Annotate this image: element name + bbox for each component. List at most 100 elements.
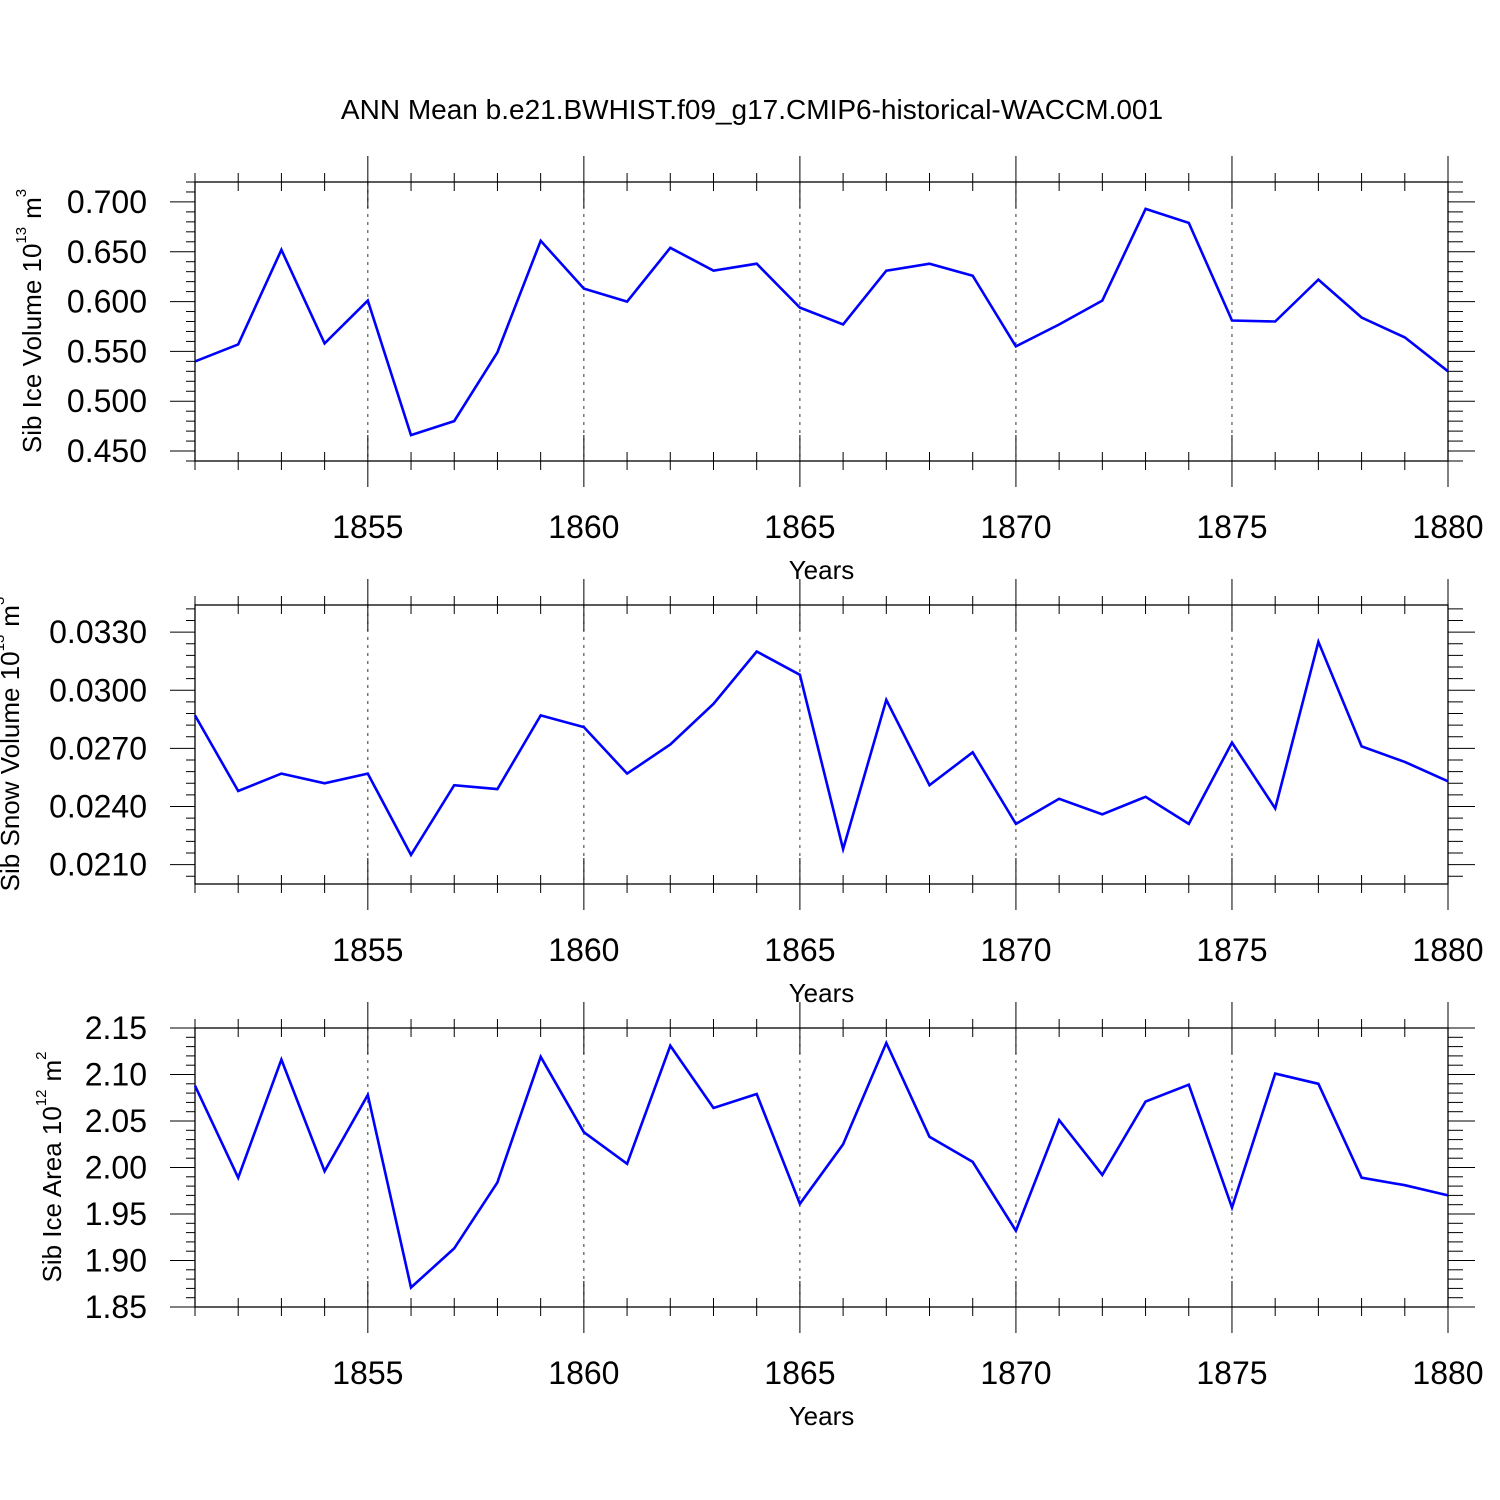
data-point [754,1091,760,1097]
data-point [1315,277,1321,283]
data-point [408,432,414,438]
y-tick-label: 2.10 [85,1057,147,1093]
y-tick-label: 0.0240 [49,789,147,825]
data-point [1272,805,1278,811]
data-point [797,672,803,678]
x-tick-label: 1880 [1412,1355,1483,1391]
data-point [1229,1204,1235,1210]
data-point [538,1054,544,1060]
x-tick-label: 1860 [548,932,619,968]
plot-frame [194,604,1449,885]
y-axis-label-unit-exponent: 3 [0,597,8,605]
data-point [494,349,500,355]
y-axis-label-text: Sib Snow Volume 10 [0,651,25,891]
data-point [1013,343,1019,349]
y-tick-label: 0.500 [67,383,147,419]
data-point [192,358,198,364]
data-point [624,299,630,305]
data-point [883,268,889,274]
x-tick-label: 1880 [1412,932,1483,968]
data-point [278,247,284,253]
data-point [840,1141,846,1147]
x-tick-label: 1870 [980,509,1051,545]
data-point [1359,743,1365,749]
data-point [1099,298,1105,304]
data-point [451,418,457,424]
y-tick-label: 2.15 [85,1010,147,1046]
data-point [1099,811,1105,817]
data-point [192,712,198,718]
data-point [667,1043,673,1049]
data-point [408,1284,414,1290]
data-point [1315,639,1321,645]
data-point [1143,206,1149,212]
y-tick-label: 2.05 [85,1103,147,1139]
panel-1: 1855 1860 1865 1870 1875 1880 Years 0.450 0.500 0… [13,156,1484,585]
data-point [1229,318,1235,324]
x-tick-label: 1865 [764,932,835,968]
data-point [624,1161,630,1167]
data-point [581,1129,587,1135]
data-point [1186,821,1192,827]
data-point [538,712,544,718]
data-point [365,771,371,777]
data-point [235,1175,241,1181]
data-point [1402,759,1408,765]
x-tick-label: 1870 [980,932,1051,968]
data-point [1402,334,1408,340]
data-point [538,238,544,244]
data-point [192,1083,198,1089]
series-line [193,1039,1449,1290]
x-tick-label: 1865 [764,1355,835,1391]
y-axis-label-unit: m [17,197,47,219]
data-point [970,1159,976,1165]
data-point [581,286,587,292]
data-point [927,1134,933,1140]
data-point [754,649,760,655]
data-point [1013,1228,1019,1234]
data-point [1056,321,1062,327]
figure-title: ANN Mean b.e21.BWHIST.f09_g17.CMIP6-hist… [341,94,1163,125]
y-tick-label: 1.85 [85,1289,147,1325]
y-axis-label: Sib Ice Area 1012 m2 [33,1051,68,1282]
y-axis-label-exponent: 12 [33,1089,50,1106]
data-point [883,1040,889,1046]
y-tick-label: 0.650 [67,234,147,270]
x-tick-label: 1860 [548,1355,619,1391]
data-point [365,298,371,304]
x-tick-label: 1855 [332,1355,403,1391]
x-tick-label: 1870 [980,1355,1051,1391]
y-axis-label-text: Sib Ice Volume 10 [17,244,47,454]
data-point [797,1201,803,1207]
data-point [667,742,673,748]
y-axis-label: Sib Snow Volume 1013 m3 [0,597,25,892]
y-tick-label: 0.0300 [49,672,147,708]
data-point [235,341,241,347]
data-point [1186,1082,1192,1088]
x-tick-label: 1875 [1196,1355,1267,1391]
y-tick-label: 0.0330 [49,614,147,650]
data-point [408,852,414,858]
y-tick-label: 1.90 [85,1243,147,1279]
series-line [193,637,1449,858]
y-tick-label: 0.0270 [49,730,147,766]
y-tick-label: 0.550 [67,333,147,369]
y-axis-label-unit-exponent: 3 [13,189,30,197]
x-tick-label: 1860 [548,509,619,545]
data-point [1445,778,1451,784]
data-point [710,1105,716,1111]
data-point [365,1092,371,1098]
data-point [710,701,716,707]
data-point [667,245,673,251]
panel-3: 1855 1860 1865 1870 1875 1880 Years 1.85 1.90 1.9… [33,1002,1484,1431]
x-tick-label: 1875 [1196,509,1267,545]
data-point [883,697,889,703]
panel-2: 1855 1860 1865 1870 1875 1880 Years 0.0210 0.024… [0,579,1484,1008]
data-point [235,788,241,794]
data-point [1272,319,1278,325]
data-point [1099,1172,1105,1178]
y-axis-label-text: Sib Ice Area 10 [37,1106,67,1282]
y-axis-label-unit: m [0,605,25,627]
data-point [1402,1182,1408,1188]
